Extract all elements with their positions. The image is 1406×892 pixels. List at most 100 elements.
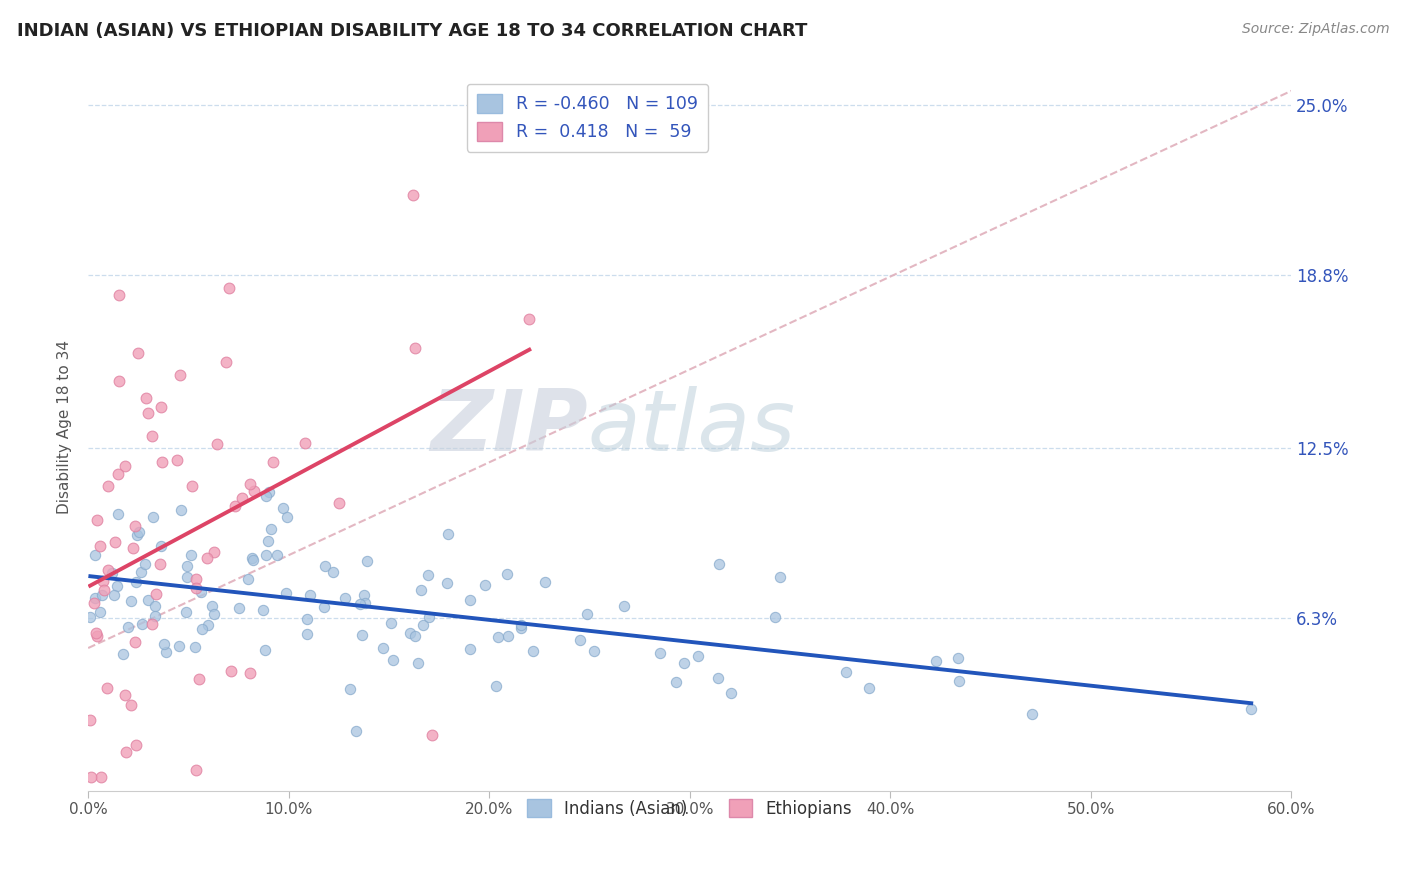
Point (195, 550, 218, 565)
Point (769, 570, 792, 584)
Point (720, 686, 742, 700)
Point (107, 288, 129, 302)
Point (569, 632, 592, 647)
Point (84, 591, 107, 606)
Point (688, 648, 710, 663)
Point (141, 429, 163, 443)
Point (420, 729, 443, 743)
Point (80, 770, 103, 784)
Point (134, 558, 156, 572)
Y-axis label: Disability Age 18 to 34: Disability Age 18 to 34 (58, 341, 72, 515)
Point (458, 642, 481, 657)
Point (125, 528, 148, 542)
Point (349, 598, 371, 612)
Point (155, 644, 177, 658)
Point (276, 510, 298, 524)
Point (335, 591, 357, 605)
Point (238, 477, 260, 491)
Point (150, 539, 173, 553)
Point (97, 479, 120, 493)
Point (107, 374, 129, 388)
Point (314, 558, 336, 573)
Point (190, 584, 212, 599)
Text: ZIP: ZIP (430, 386, 588, 469)
Point (114, 688, 136, 702)
Point (328, 496, 350, 510)
Point (252, 603, 274, 617)
Point (242, 553, 264, 567)
Point (197, 618, 219, 632)
Point (136, 406, 159, 420)
Point (124, 519, 146, 533)
Point (107, 508, 129, 522)
Point (150, 400, 173, 414)
Point (205, 436, 228, 450)
Point (201, 599, 224, 614)
Point (458, 592, 481, 607)
Point (948, 650, 970, 665)
Point (188, 673, 211, 687)
Point (135, 392, 157, 406)
Point (120, 698, 142, 712)
Point (353, 588, 375, 602)
Point (322, 565, 344, 579)
Point (257, 533, 280, 548)
Point (295, 612, 318, 626)
Point (353, 596, 375, 610)
Point (613, 599, 636, 613)
Point (412, 618, 434, 632)
Point (166, 452, 188, 467)
Point (266, 548, 288, 562)
Point (416, 567, 439, 582)
Point (254, 489, 277, 503)
Point (228, 600, 250, 615)
Point (218, 281, 240, 295)
Point (219, 664, 242, 678)
Point (167, 639, 190, 653)
Point (136, 593, 159, 607)
Point (262, 455, 284, 469)
Point (672, 656, 695, 670)
Point (402, 187, 425, 202)
Point (128, 525, 150, 540)
Point (100, 566, 122, 581)
Point (83, 549, 105, 563)
Point (184, 640, 207, 654)
Point (648, 646, 671, 660)
Point (202, 544, 225, 558)
Point (127, 346, 149, 360)
Point (510, 618, 533, 632)
Point (344, 724, 367, 739)
Point (406, 656, 429, 670)
Point (129, 565, 152, 579)
Point (91, 588, 114, 602)
Point (707, 557, 730, 571)
Point (114, 458, 136, 473)
Point (437, 526, 460, 541)
Point (145, 587, 167, 601)
Point (381, 652, 404, 666)
Point (371, 640, 394, 655)
Point (356, 554, 378, 568)
Point (409, 583, 432, 598)
Point (496, 629, 519, 643)
Point (93, 582, 115, 597)
Point (256, 549, 278, 563)
Point (253, 643, 276, 657)
Point (242, 551, 264, 566)
Point (271, 501, 294, 516)
Point (103, 588, 125, 602)
Point (117, 620, 139, 634)
Point (79, 713, 101, 727)
Point (86, 629, 108, 643)
Point (191, 622, 214, 636)
Point (125, 738, 148, 752)
Text: Source: ZipAtlas.com: Source: ZipAtlas.com (1241, 22, 1389, 37)
Point (858, 681, 880, 696)
Point (97, 563, 120, 577)
Point (115, 745, 138, 759)
Point (180, 479, 202, 493)
Point (517, 312, 540, 326)
Legend: Indians (Asian), Ethiopians: Indians (Asian), Ethiopians (519, 790, 860, 826)
Point (418, 609, 440, 624)
